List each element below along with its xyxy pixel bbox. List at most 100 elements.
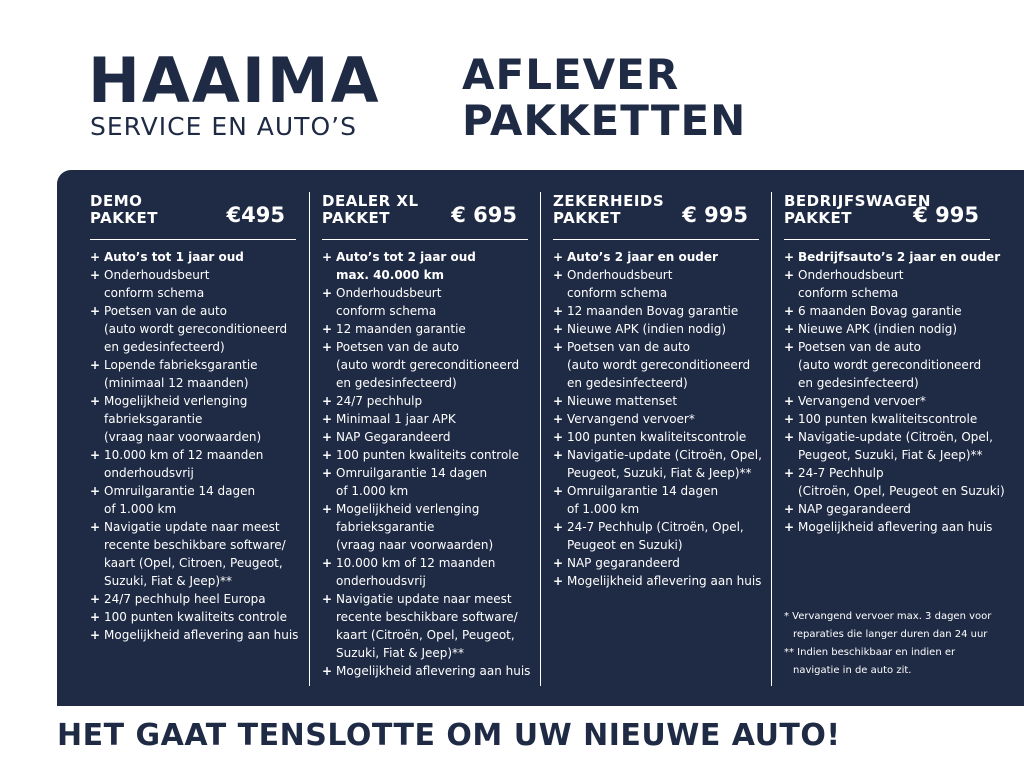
bullet: +	[322, 592, 333, 606]
item-line: Suzuki, Fiat & Jeep)**	[336, 646, 465, 660]
bullet: +	[90, 448, 101, 462]
bullet: +	[553, 520, 564, 534]
item-line: 24-7 Pechhulp (Citroën, Opel,	[567, 520, 744, 534]
item-line: Mogelijkheid verlenging	[104, 394, 248, 408]
item-line: en gedesinfecteerd)	[567, 376, 688, 390]
item-line: Mogelijkheid aflevering aan huis	[567, 574, 762, 588]
item-line: (auto wordt gereconditioneerd	[104, 322, 288, 336]
item-line: kaart (Citroën, Opel, Peugeot,	[336, 628, 515, 642]
package-price: €495	[226, 203, 285, 227]
bullet: +	[322, 556, 333, 570]
item-line: (auto wordt gereconditioneerd	[567, 358, 751, 372]
item-line: kaart (Opel, Citroen, Peugeot,	[104, 556, 283, 570]
bullet: +	[553, 556, 564, 570]
item-line: Navigatie-update (Citroën, Opel,	[567, 448, 762, 462]
item-line: fabrieksgarantie	[104, 412, 203, 426]
bullet: +	[322, 448, 333, 462]
item-line: (vraag naar voorwaarden)	[336, 538, 494, 552]
rule	[553, 239, 759, 240]
item-line: Peugeot, Suzuki, Fiat & Jeep)**	[567, 466, 752, 480]
item-line: Nieuwe APK (indien nodig)	[798, 322, 958, 336]
bullet: +	[90, 610, 101, 624]
bullet: +	[784, 250, 795, 264]
item-line: Navigatie update naar meest	[104, 520, 280, 534]
bullet: +	[553, 304, 564, 318]
item-line: 10.000 km of 12 maanden	[104, 448, 264, 462]
item-line: 24/7 pechhulp heel Europa	[104, 592, 266, 606]
item-line: Minimaal 1 jaar APK	[336, 412, 456, 426]
item-line: Nieuwe APK (indien nodig)	[567, 322, 727, 336]
item-line: of 1.000 km	[104, 502, 177, 516]
footer-slogan: HET GAAT TENSLOTTE OM UW NIEUWE AUTO!	[57, 718, 841, 753]
item-line: Nieuwe mattenset	[567, 394, 678, 408]
bullet: +	[784, 502, 795, 516]
bullet: +	[784, 340, 795, 354]
item-line: Poetsen van de auto	[104, 304, 227, 318]
package-name: PAKKET	[784, 209, 852, 227]
bullet: +	[553, 340, 564, 354]
bullet: +	[322, 322, 333, 336]
item-line: Omruilgarantie 14 dagen	[567, 484, 719, 498]
bullet: +	[322, 394, 333, 408]
item-line: Omruilgarantie 14 dagen	[336, 466, 488, 480]
item-line: Bedrijfsauto’s 2 jaar en ouder	[798, 250, 1001, 264]
item-line: Peugeot en Suzuki)	[567, 538, 683, 552]
item-line: (auto wordt gereconditioneerd	[798, 358, 982, 372]
logo-sub: SERVICE EN AUTO’S	[90, 112, 357, 141]
item-line: 100 punten kwaliteitscontrole	[798, 412, 978, 426]
bullet: +	[322, 340, 333, 354]
bullet: +	[90, 250, 101, 264]
bullet: +	[784, 466, 795, 480]
bullet: +	[553, 412, 564, 426]
separator	[540, 192, 541, 686]
item-line: Poetsen van de auto	[567, 340, 690, 354]
bullet: +	[322, 430, 333, 444]
item-line: Mogelijkheid aflevering aan huis	[104, 628, 299, 642]
bullet: +	[553, 268, 564, 282]
item-line: en gedesinfecteerd)	[336, 376, 457, 390]
bullet: +	[553, 394, 564, 408]
bullet: +	[322, 412, 333, 426]
item-line: Auto’s tot 1 jaar oud	[104, 250, 244, 264]
item-line: conform schema	[336, 304, 437, 318]
item-line: 100 punten kwaliteits controle	[104, 610, 288, 624]
bullet: +	[784, 268, 795, 282]
item-line: Peugeot, Suzuki, Fiat & Jeep)**	[798, 448, 983, 462]
footnote: reparaties die langer duren dan 24 uur	[793, 629, 988, 640]
item-line: Mogelijkheid aflevering aan huis	[798, 520, 993, 534]
bullet: +	[553, 250, 564, 264]
package-name: DEALER XL	[322, 192, 419, 210]
bullet: +	[322, 502, 333, 516]
item-line: en gedesinfecteerd)	[104, 340, 225, 354]
bullet: +	[90, 520, 101, 534]
bullet: +	[322, 250, 333, 264]
item-line: Poetsen van de auto	[798, 340, 921, 354]
item-line: Onderhoudsbeurt	[798, 268, 904, 282]
package-name: PAKKET	[553, 209, 621, 227]
item-line: 100 punten kwaliteits controle	[336, 448, 520, 462]
footnote: * Vervangend vervoer max. 3 dagen voor	[784, 611, 992, 622]
item-line: conform schema	[104, 286, 205, 300]
bullet: +	[553, 448, 564, 462]
item-line: 12 maanden Bovag garantie	[567, 304, 739, 318]
item-line: Onderhoudsbeurt	[104, 268, 210, 282]
item-line: 12 maanden garantie	[336, 322, 466, 336]
bullet: +	[784, 304, 795, 318]
package-price: € 695	[451, 203, 517, 227]
bullet: +	[90, 304, 101, 318]
item-line: Lopende fabrieksgarantie	[104, 358, 258, 372]
item-line: Vervangend vervoer*	[798, 394, 926, 408]
bullet: +	[90, 592, 101, 606]
bullet: +	[553, 430, 564, 444]
item-line: onderhoudsvrij	[104, 466, 194, 480]
item-line: (Citroën, Opel, Peugeot en Suzuki)	[798, 484, 1005, 498]
item-line: recente beschikbare software/	[104, 538, 286, 552]
separator	[309, 192, 310, 686]
rule	[90, 239, 296, 240]
item-line: Mogelijkheid aflevering aan huis	[336, 664, 531, 678]
item-line: Auto’s 2 jaar en ouder	[567, 250, 718, 264]
bullet: +	[784, 430, 795, 444]
item-line: conform schema	[798, 286, 899, 300]
item-line: Suzuki, Fiat & Jeep)**	[104, 574, 233, 588]
